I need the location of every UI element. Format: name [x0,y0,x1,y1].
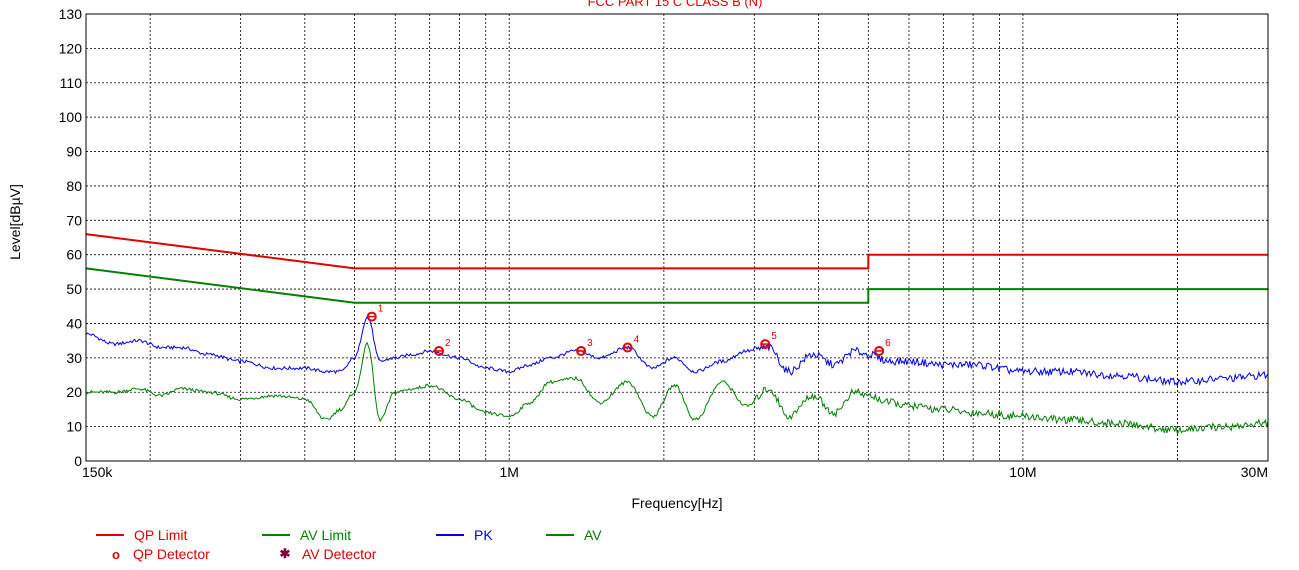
av-limit-line [85,267,1268,304]
x-tick-label: 10M [1009,464,1036,480]
marker-label: 5 [771,331,777,342]
x-tick-label: 150k [82,464,113,480]
y-tick-label: 100 [59,109,83,125]
y-tick-label: 80 [66,178,82,194]
y-tick-label: 20 [66,384,82,400]
y-tick-label: 30 [66,350,82,366]
y-tick-label: 90 [66,144,82,160]
y-tick-label: 120 [59,40,83,56]
detector-markers: 1 2 3 4 5 6 [366,304,891,356]
y-tick-label: 40 [66,315,82,331]
y-tick-label: 130 [59,6,83,22]
y-tick-label: 60 [66,247,82,263]
av-trace [85,341,1269,435]
grid [86,14,1268,461]
x-tick-label: 1M [500,464,519,480]
x-axis-label: Frequency[Hz] [631,495,722,511]
marker-label: 4 [634,335,640,346]
marker-label: 2 [445,338,451,349]
y-axis-label: Level[dBµV] [7,184,23,260]
qp-limit-line [85,233,1268,270]
marker-label: 6 [885,338,891,349]
limit-lines [85,233,1268,304]
chart-title: FCC PART 15 C CLASS B (N) [588,0,763,9]
y-tick-label: 50 [66,281,82,297]
y-tick-label: 70 [66,212,82,228]
plot-frame [85,13,1269,462]
y-axis-ticks: 0 10 20 30 40 50 60 70 80 90 100 110 120 130 [59,6,83,469]
marker-label: 3 [587,338,593,349]
y-tick-label: 0 [74,453,82,469]
y-tick-label: 110 [60,75,83,91]
x-tick-label: 30M [1241,464,1268,480]
marker-label: 1 [378,304,384,315]
pk-trace [85,316,1269,388]
x-axis-ticks: 150k 1M 10M 30M [82,464,1268,480]
measurement-traces [85,316,1269,435]
y-tick-label: 10 [66,419,82,435]
